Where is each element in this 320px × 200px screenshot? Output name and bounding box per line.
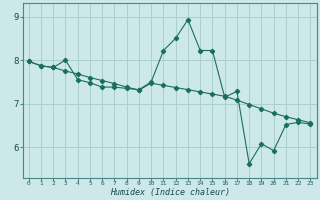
X-axis label: Humidex (Indice chaleur): Humidex (Indice chaleur) bbox=[109, 188, 229, 197]
